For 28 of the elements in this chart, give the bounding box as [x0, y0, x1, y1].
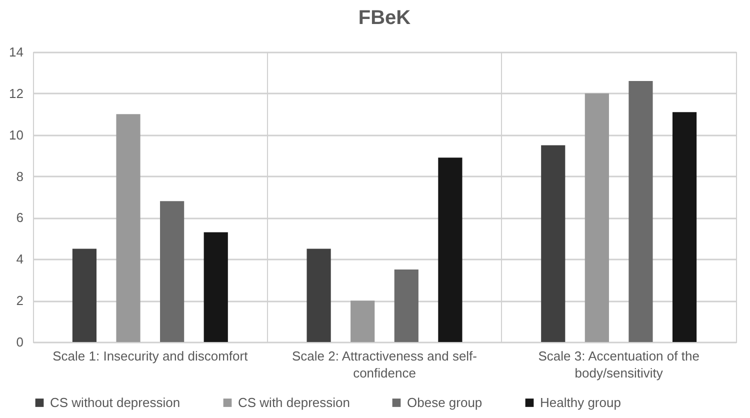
legend-label: Healthy group	[540, 394, 621, 410]
legend-label: Obese group	[407, 394, 482, 410]
bar	[160, 201, 184, 342]
bar	[350, 300, 375, 342]
bar	[116, 114, 140, 342]
legend-label: CS with depression	[238, 394, 350, 410]
x-tick-label: Scale 1: Insecurity and discomfort	[52, 348, 248, 364]
y-tick-label: 4	[16, 252, 24, 267]
bar	[628, 81, 653, 342]
y-tick-label: 2	[16, 293, 24, 308]
y-tick-label: 10	[9, 127, 24, 142]
y-tick-label: 14	[9, 44, 24, 60]
bar	[438, 158, 462, 342]
bar	[541, 145, 566, 342]
bar	[394, 270, 418, 342]
y-tick-label: 8	[16, 168, 24, 184]
x-tick-label: Scale 3: Accentuation of the body/sensitivity	[538, 348, 700, 380]
legend-label: CS without depression	[50, 394, 180, 410]
bar	[306, 248, 331, 342]
y-tick-label: 12	[9, 86, 24, 101]
chart-title: FBeK	[358, 7, 412, 29]
y-tick-label: 0	[16, 334, 24, 350]
bar	[204, 232, 228, 342]
bar	[672, 112, 697, 342]
bar	[72, 248, 97, 342]
x-tick-label: Scale 2: Attractiveness and self-confidence	[292, 348, 477, 380]
y-tick-label: 6	[16, 210, 24, 226]
bar	[584, 93, 609, 342]
